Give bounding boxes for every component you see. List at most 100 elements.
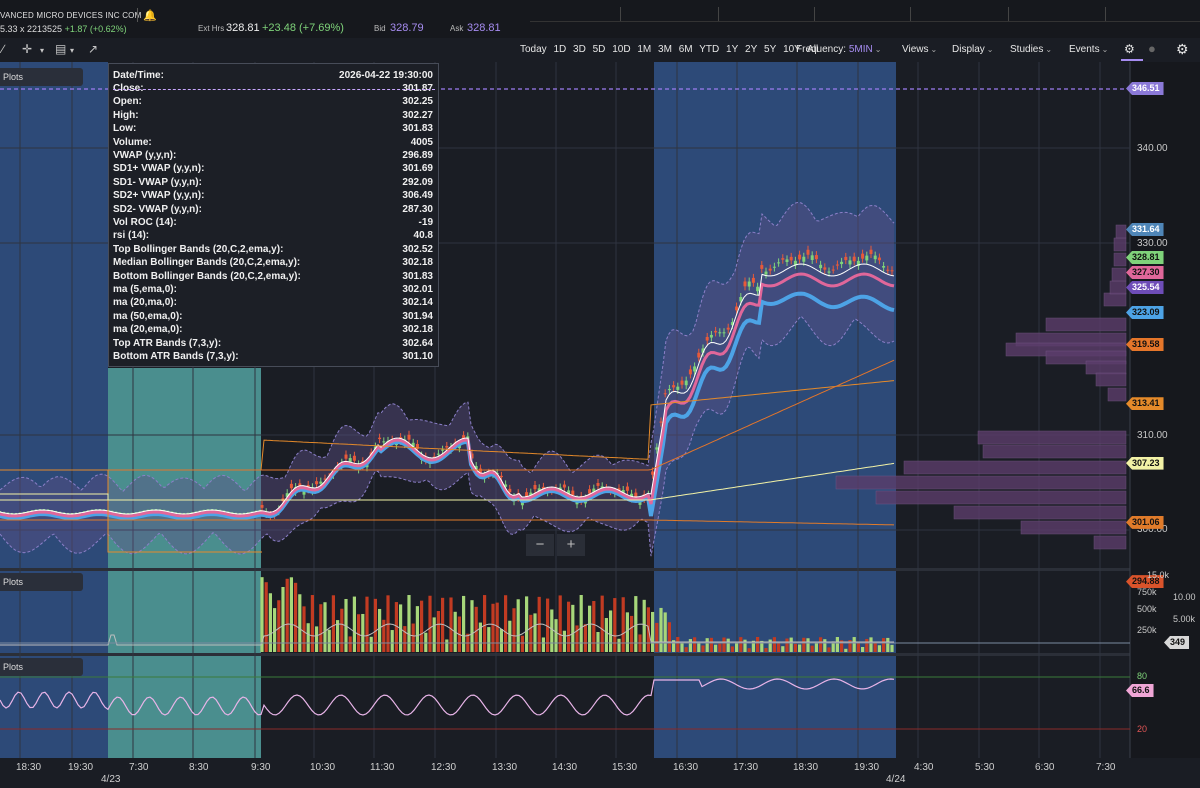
time-tick: 5:30 <box>975 762 995 773</box>
range-2y[interactable]: 2Y <box>745 44 758 55</box>
time-tick: 16:30 <box>673 762 699 773</box>
studies-menu[interactable]: Studies ⌄ <box>1010 44 1052 55</box>
tooltip-row: SD2- VWAP (y,y,n): 287.30 <box>113 204 437 217</box>
range-5d[interactable]: 5D <box>592 44 606 55</box>
trend-line-icon[interactable]: ↗ <box>88 42 99 56</box>
alert-bell-icon[interactable]: 🔔 <box>143 10 157 22</box>
time-tick: 18:30 <box>793 762 819 773</box>
time-tick: 18:30 <box>16 762 42 773</box>
tooltip-key: Open: <box>113 96 142 108</box>
tooltip-value: 301.83 <box>402 270 433 282</box>
tooltip-value: 306.49 <box>402 190 433 202</box>
tooltip-row: Median Bollinger Bands (20,C,2,ema,y): 30… <box>113 257 437 270</box>
bid-label: Bid <box>374 24 386 33</box>
last-price: 5.33 x 2213525 +1.87 (+0.62%) <box>0 24 127 34</box>
price-marker-label: 307.23 <box>1126 456 1164 470</box>
date-tick: 4/24 <box>886 774 906 785</box>
tooltip-row: ma (20,ema,0): 302.18 <box>113 324 437 337</box>
frequency-menu[interactable]: Frequency: 5MIN ⌄ <box>796 44 881 55</box>
tooltip-value: 301.69 <box>402 163 433 175</box>
plots-label: Plots <box>3 577 24 587</box>
data-tooltip: Date/Time: 2026-04-22 19:30:00 Close: 301… <box>108 63 439 367</box>
range-all[interactable]: All <box>807 44 819 55</box>
price-marker-label: 328.81 <box>1126 251 1164 264</box>
events-label: Events <box>1069 44 1100 55</box>
tooltip-key: Top ATR Bands (7,3,y): <box>113 337 222 349</box>
time-tick: 19:30 <box>68 762 94 773</box>
range-3d[interactable]: 3D <box>573 44 586 55</box>
tooltip-value: 302.27 <box>402 109 433 121</box>
rsi-plots-tab[interactable]: Plots <box>0 658 83 676</box>
rsi-value-label: 66.6 <box>1126 684 1154 697</box>
range-1m[interactable]: 1M <box>637 44 652 55</box>
tooltip-key: rsi (14): <box>113 230 150 242</box>
tooltip-value: 301.83 <box>402 123 433 135</box>
zoom-out-button[interactable]: − <box>526 534 554 556</box>
tooltip-value: 302.64 <box>402 337 433 349</box>
tooltip-row: Bottom Bollinger Bands (20,C,2,ema,y): 30… <box>113 271 437 284</box>
crosshair-line <box>113 89 435 91</box>
studies-label: Studies <box>1010 44 1044 55</box>
range-10y[interactable]: 10Y <box>783 44 801 55</box>
tooltip-key: Volume: <box>113 136 152 148</box>
active-indicator <box>1121 59 1143 61</box>
range-1y[interactable]: 1Y <box>726 44 739 55</box>
settings-gear-icon[interactable]: ⚙ <box>1176 41 1189 57</box>
chart-type-icon[interactable]: ▤ <box>55 42 67 56</box>
chevron-down-icon: ⌄ <box>1045 45 1053 54</box>
price-marker-label: 313.41 <box>1126 397 1164 411</box>
chevron-down-icon[interactable]: ▾ <box>70 46 75 55</box>
tooltip-key: Vol ROC (14): <box>113 217 177 228</box>
views-menu[interactable]: Views ⌄ <box>902 44 937 55</box>
crosshair-icon[interactable]: ✛ <box>22 42 33 56</box>
tooltip-key: SD2+ VWAP (y,y,n): <box>113 190 205 202</box>
tooltip-row: ma (50,ema,0): 301.94 <box>113 311 437 324</box>
date-tick: 4/23 <box>101 774 121 785</box>
price-tick: 310.00 <box>1137 430 1168 441</box>
tooltip-value: -19 <box>418 217 433 228</box>
time-tick: 7:30 <box>129 762 149 773</box>
company-name: VANCED MICRO DEVICES INC COM <box>0 11 142 20</box>
range-3m[interactable]: 3M <box>658 44 672 55</box>
chevron-down-icon[interactable]: ▾ <box>40 46 45 55</box>
price-marker-label: 301.06 <box>1126 515 1164 529</box>
tooltip-value: 301.94 <box>402 310 433 322</box>
volume-tick: 500k <box>1137 604 1157 614</box>
tooltip-value: 301.87 <box>402 83 433 94</box>
range-today[interactable]: Today <box>520 44 547 55</box>
time-tick: 15:30 <box>612 762 638 773</box>
tooltip-row: ma (5,ema,0): 302.01 <box>113 284 437 297</box>
price-change: +1.87 (+0.62%) <box>64 24 127 34</box>
chart-toolbar: ∕ ✛ ▾ ▤ ▾ ↗ <box>0 38 1200 62</box>
events-menu[interactable]: Events ⌄ <box>1069 44 1108 55</box>
range-10d[interactable]: 10D <box>612 44 631 55</box>
tooltip-value: 301.10 <box>402 351 433 362</box>
divider <box>137 8 138 22</box>
range-ytd[interactable]: YTD <box>699 44 720 55</box>
volume-plots-tab[interactable]: Plots <box>0 573 83 591</box>
tooltip-value: 302.52 <box>402 243 433 255</box>
time-tick: 4:30 <box>914 762 934 773</box>
range-5y[interactable]: 5Y <box>764 44 777 55</box>
tooltip-value: 2026-04-22 19:30:00 <box>339 70 433 81</box>
tooltip-key: Bottom ATR Bands (7,3,y): <box>113 351 239 362</box>
range-1d[interactable]: 1D <box>553 44 567 55</box>
tooltip-value: 292.09 <box>402 176 433 188</box>
drawing-tools-icon[interactable]: ⚙ <box>1124 42 1135 56</box>
zoom-in-button[interactable]: + <box>557 534 585 556</box>
price-tick: 340.00 <box>1137 143 1168 154</box>
ask-value: 328.81 <box>467 22 501 34</box>
volume-tick: 5.00k <box>1173 614 1196 624</box>
ext-price: 328.81 <box>226 22 260 34</box>
range-6m[interactable]: 6M <box>678 44 693 55</box>
time-tick: 6:30 <box>1035 762 1055 773</box>
tooltip-key: SD2- VWAP (y,y,n): <box>113 203 202 215</box>
price-plots-tab[interactable]: Plots <box>0 68 83 86</box>
display-menu[interactable]: Display ⌄ <box>952 44 994 55</box>
tooltip-value: 302.25 <box>402 96 433 108</box>
tooltip-key: SD1+ VWAP (y,y,n): <box>113 163 205 175</box>
tooltip-row: Low: 301.83 <box>113 123 437 136</box>
draw-pencil-icon[interactable]: ∕ <box>2 42 5 56</box>
tooltip-row: SD1- VWAP (y,y,n): 292.09 <box>113 177 437 190</box>
snapshot-icon[interactable]: ● <box>1148 41 1156 56</box>
